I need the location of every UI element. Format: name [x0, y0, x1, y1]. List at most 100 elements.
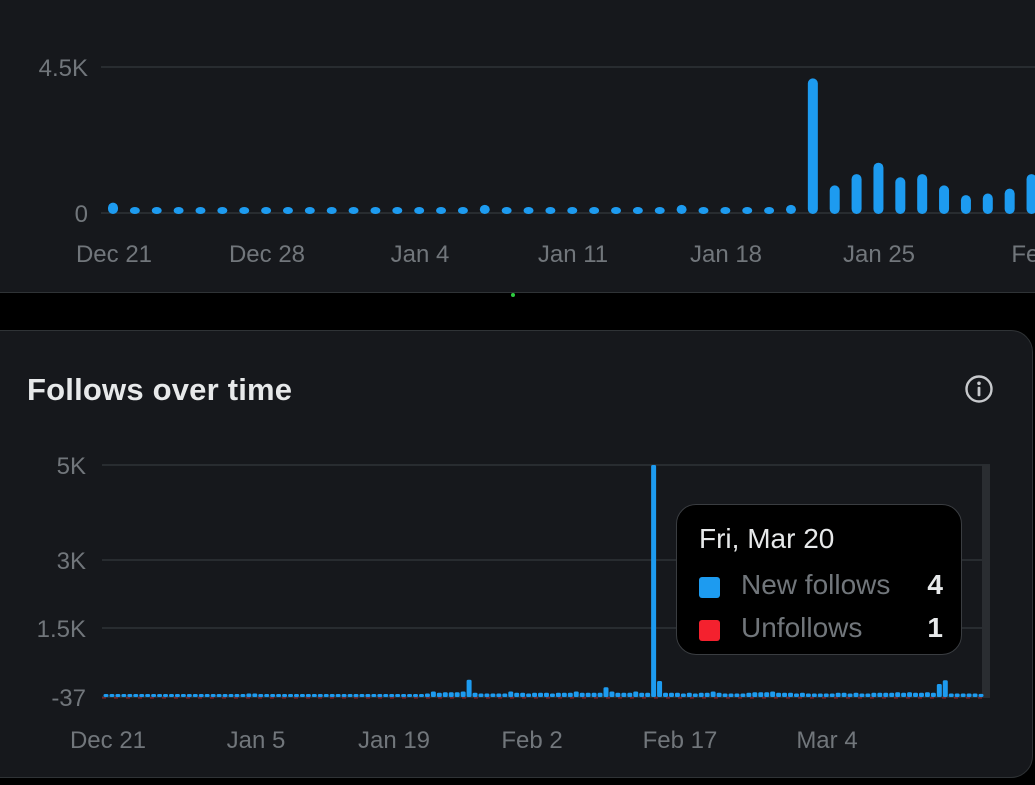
bar	[270, 694, 276, 697]
tooltip-value: 1	[927, 612, 943, 643]
bar	[603, 687, 609, 697]
bar	[782, 692, 788, 697]
bar	[163, 694, 169, 697]
bar	[484, 693, 490, 697]
bar	[252, 693, 258, 697]
bar	[734, 693, 740, 697]
bar	[873, 162, 884, 214]
bar	[742, 207, 753, 214]
x-tick-label: Jan 5	[227, 727, 286, 754]
bar	[549, 693, 555, 697]
bar	[502, 693, 508, 697]
bar	[282, 694, 288, 697]
bar	[674, 692, 680, 697]
x-tick-label: Dec 21	[76, 241, 152, 268]
x-tick-label: Feb 2	[501, 727, 562, 754]
bar	[740, 693, 746, 697]
bar	[639, 692, 645, 697]
y-tick-label: 0	[75, 201, 88, 228]
bar	[472, 692, 478, 697]
bar	[651, 465, 657, 697]
new-follows-swatch	[699, 577, 720, 598]
x-tick-label: Dec 21	[70, 727, 146, 754]
y-tick-label: 5K	[57, 453, 86, 480]
bar	[907, 692, 913, 697]
bar	[960, 693, 966, 697]
bar	[877, 692, 883, 697]
bar	[913, 692, 919, 697]
bar	[460, 691, 466, 697]
bar	[799, 692, 805, 697]
y-tick-label: -37	[51, 685, 86, 712]
bar	[413, 694, 419, 697]
bar	[520, 692, 526, 697]
bar	[436, 207, 447, 214]
bar	[591, 692, 597, 697]
bar	[917, 174, 928, 214]
bar	[776, 692, 782, 697]
bar	[129, 207, 140, 214]
bar	[758, 692, 764, 697]
bar	[632, 207, 643, 214]
bar	[841, 692, 847, 697]
bar	[788, 692, 794, 697]
bar	[479, 204, 490, 214]
bar	[401, 694, 407, 697]
bar	[121, 694, 127, 697]
bar	[676, 204, 687, 214]
bar	[222, 694, 228, 697]
bar	[972, 693, 978, 697]
bar	[853, 692, 859, 697]
bar	[895, 692, 901, 697]
bar	[365, 694, 371, 697]
x-tick-label: Jan 11	[538, 241, 608, 268]
bar	[573, 691, 579, 697]
bar	[811, 693, 817, 697]
bar	[764, 207, 775, 214]
bar	[526, 693, 532, 697]
bar	[370, 207, 381, 214]
bar	[645, 692, 651, 697]
bar	[174, 694, 180, 697]
bar	[168, 694, 174, 697]
bar	[835, 692, 841, 697]
bar	[829, 185, 840, 214]
bar	[871, 692, 877, 697]
info-icon[interactable]	[963, 373, 995, 405]
bar	[329, 694, 335, 697]
bar	[704, 692, 710, 697]
bar	[418, 694, 424, 697]
bar	[805, 693, 811, 697]
bar	[889, 692, 895, 697]
bar	[865, 693, 871, 697]
bar	[895, 177, 906, 214]
bar	[523, 207, 534, 214]
chart-tooltip: Fri, Mar 20 New follows 4 Unfollows 1	[676, 504, 962, 655]
bar	[545, 207, 556, 214]
x-tick-label: Dec 28	[229, 241, 305, 268]
bar	[347, 694, 353, 697]
bar	[924, 692, 930, 697]
bar	[246, 693, 252, 697]
bar	[1026, 174, 1035, 214]
bar	[383, 694, 389, 697]
y-tick-label: 3K	[57, 548, 86, 575]
bar	[234, 694, 240, 697]
bar	[609, 691, 615, 697]
bar	[108, 202, 118, 214]
bar	[282, 207, 293, 214]
bar	[960, 195, 971, 214]
bar	[151, 207, 162, 214]
bar	[341, 694, 347, 697]
bar	[457, 207, 468, 214]
bar	[508, 691, 514, 697]
bar	[217, 207, 228, 214]
bar	[353, 694, 359, 697]
bar	[348, 207, 359, 214]
bar	[918, 692, 924, 697]
bar	[555, 692, 561, 697]
bar	[567, 692, 573, 697]
bar	[901, 692, 907, 697]
bar	[692, 693, 698, 697]
